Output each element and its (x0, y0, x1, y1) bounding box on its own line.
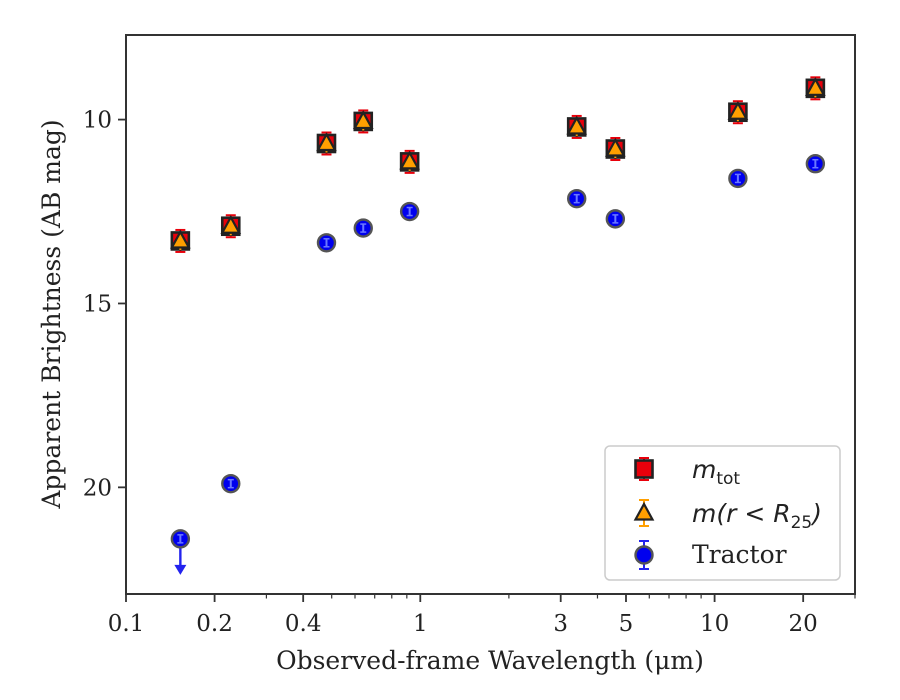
mr25-point (220, 214, 242, 234)
mr25-point (805, 77, 826, 96)
legend-mtot-main: m (692, 455, 716, 484)
legend-mr25-sub: 25 (791, 513, 813, 533)
mr25-point (727, 100, 749, 120)
y-axis-label: Apparent Brightness (AB mag) (37, 119, 66, 509)
legend-label-mtot: mtot (692, 455, 740, 489)
x-tick-label: 10 (700, 611, 729, 637)
data-marks (169, 76, 826, 575)
y-tick-label: 15 (83, 291, 112, 317)
legend-markers (633, 457, 655, 570)
tractor-upper-limit-arrow-head (174, 564, 187, 575)
legend-mtot-marker (634, 459, 654, 479)
legend-label-tractor: Tractor (692, 540, 787, 569)
mr25-point (169, 229, 191, 249)
x-tick-label: 0.2 (196, 611, 233, 637)
legend-mr25-main: m(r < R (692, 499, 791, 528)
mr25-point (566, 115, 588, 135)
legend-mtot-sub: tot (716, 469, 740, 489)
x-axis-label: Observed-frame Wavelength (μm) (276, 646, 704, 675)
mr25-point (399, 150, 420, 170)
legend-tractor-marker (634, 545, 654, 565)
x-tick-label: 3 (553, 611, 568, 637)
mr25-point (352, 110, 374, 130)
x-tick-label: 20 (789, 611, 818, 637)
legend: mtot m(r < R25) Tractor (604, 445, 841, 581)
y-tick-label: 20 (83, 475, 112, 501)
tick-labels: 0.1 0.2 0.4 1 3 5 10 20 10 15 20 (83, 108, 818, 637)
x-tick-label: 0.4 (285, 611, 322, 637)
legend-box (604, 445, 841, 581)
plot-frame (125, 34, 856, 595)
mr25-point (316, 132, 337, 152)
x-tick-label: 5 (619, 611, 634, 637)
legend-label-mr25: m(r < R25) (692, 499, 822, 533)
legend-mr25-marker (633, 501, 655, 521)
mr25-point (604, 137, 626, 157)
x-tick-label: 0.1 (108, 611, 145, 637)
x-tick-label: 1 (413, 611, 428, 637)
y-tick-label: 10 (83, 108, 112, 134)
legend-mr25-close: ) (810, 499, 822, 528)
